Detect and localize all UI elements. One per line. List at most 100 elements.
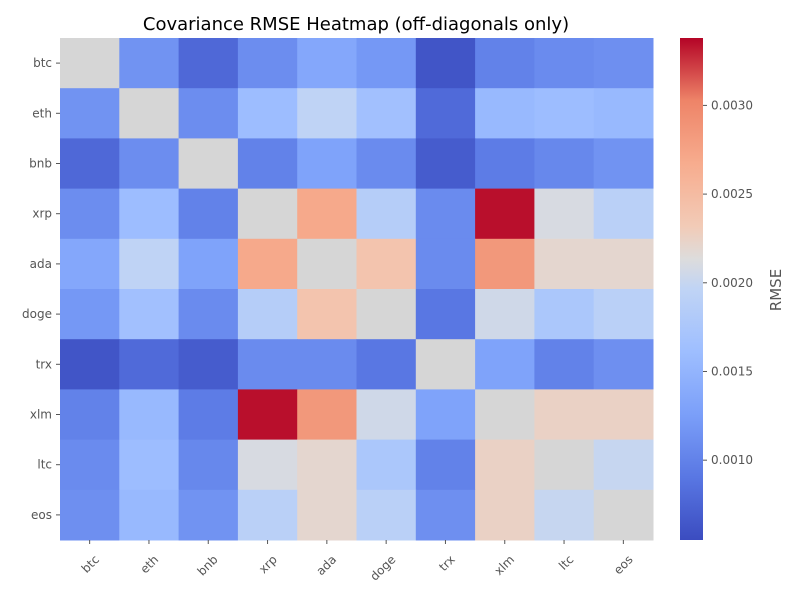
heatmap-cell-trx-ada	[297, 339, 357, 390]
heatmap-cell-bnb-xlm	[475, 138, 535, 190]
heatmap-cell-xrp-trx	[415, 188, 476, 240]
heatmap-cell-trx-trx	[415, 339, 476, 390]
heatmap-cell-ltc-xlm	[475, 439, 535, 491]
heatmap-cell-eth-btc	[60, 88, 120, 139]
heatmap-cell-ada-bnb	[178, 238, 239, 290]
heatmap-cell-ltc-trx	[415, 439, 476, 491]
heatmap-cell-doge-trx	[415, 289, 476, 340]
heatmap-cell-ada-trx	[415, 238, 476, 290]
heatmap-cell-doge-eth	[119, 289, 180, 340]
heatmap-cell-btc-ltc	[534, 38, 595, 89]
x-tick-label-ada: ada	[314, 552, 340, 578]
heatmap-cell-eth-bnb	[178, 88, 239, 139]
heatmap-cell-doge-eos	[593, 289, 654, 340]
heatmap-cell-doge-bnb	[178, 289, 239, 340]
heatmap-cell-btc-bnb	[178, 38, 239, 89]
heatmap-cell-bnb-doge	[356, 138, 417, 190]
heatmap-cell-ltc-xrp	[237, 439, 298, 491]
heatmap-cell-bnb-eos	[593, 138, 654, 190]
heatmap-cell-doge-btc	[60, 289, 120, 340]
heatmap-cell-trx-bnb	[178, 339, 239, 390]
heatmap-cell-bnb-ltc	[534, 138, 595, 190]
heatmap-cell-ada-ltc	[534, 238, 595, 290]
heatmap-cell-eth-xlm	[475, 88, 535, 139]
y-tick-label-trx: trx	[36, 357, 52, 371]
heatmap-cell-bnb-ada	[297, 138, 357, 190]
colorbar-tick-label: 0.0030	[711, 98, 753, 112]
heatmap-cell-ltc-eos	[593, 439, 654, 491]
x-tick-label-doge: doge	[367, 552, 398, 583]
heatmap-cell-xrp-eth	[119, 188, 180, 240]
heatmap-cell-bnb-bnb	[178, 138, 239, 190]
heatmap-cell-ada-eth	[119, 238, 180, 290]
heatmap-cell-ada-xlm	[475, 238, 535, 290]
heatmap-cell-xrp-xrp	[237, 188, 298, 240]
heatmap-cell-xrp-btc	[60, 188, 120, 240]
heatmap-cell-btc-xrp	[237, 38, 298, 89]
heatmap-cell-xlm-doge	[356, 389, 417, 441]
y-tick-label-doge: doge	[22, 307, 52, 321]
y-axis-ticks: btc eth bnb xrp ada doge trx xlm ltc eos	[22, 56, 60, 522]
heatmap-cell-xlm-eos	[593, 389, 654, 441]
heatmap-cell-ada-eos	[593, 238, 654, 290]
heatmap-cells	[60, 38, 654, 541]
heatmap-cell-btc-xlm	[475, 38, 535, 89]
heatmap-cell-eos-eos	[593, 489, 654, 541]
heatmap-cell-btc-eth	[119, 38, 180, 89]
heatmap-cell-eth-eth	[119, 88, 180, 139]
heatmap-cell-bnb-eth	[119, 138, 180, 190]
heatmap-cell-xlm-trx	[415, 389, 476, 441]
heatmap-cell-eth-xrp	[237, 88, 298, 139]
heatmap-cell-ltc-ltc	[534, 439, 595, 491]
y-tick-label-bnb: bnb	[29, 157, 52, 171]
y-tick-label-ltc: ltc	[37, 458, 52, 472]
x-tick-label-xrp: xrp	[256, 552, 280, 576]
x-axis-ticks: btc eth bnb xrp ada doge trx xlm ltc eos	[79, 540, 636, 584]
heatmap-cell-eth-ltc	[534, 88, 595, 139]
heatmap-cell-trx-ltc	[534, 339, 595, 390]
heatmap-cell-trx-eos	[593, 339, 654, 390]
heatmap-cell-bnb-xrp	[237, 138, 298, 190]
x-tick-label-bnb: bnb	[195, 552, 221, 578]
heatmap-cell-ltc-btc	[60, 439, 120, 491]
heatmap-cell-eos-ada	[297, 489, 357, 541]
heatmap-cell-btc-doge	[356, 38, 417, 89]
colorbar-ticks: 0.0010 0.0015 0.0020 0.0025 0.0030	[703, 98, 753, 467]
heatmap-cell-eos-ltc	[534, 489, 595, 541]
heatmap-cell-trx-xlm	[475, 339, 535, 390]
heatmap-cell-ltc-doge	[356, 439, 417, 491]
heatmap-cell-xrp-eos	[593, 188, 654, 240]
heatmap-cell-xlm-xrp	[237, 389, 298, 441]
y-tick-label-ada: ada	[30, 257, 52, 271]
heatmap-cell-trx-doge	[356, 339, 417, 390]
y-tick-label-eos: eos	[31, 508, 52, 522]
heatmap-cell-doge-xlm	[475, 289, 535, 340]
heatmap-cell-trx-eth	[119, 339, 180, 390]
colorbar-tick-label: 0.0025	[711, 187, 753, 201]
heatmap-cell-eos-xrp	[237, 489, 298, 541]
heatmap-cell-btc-trx	[415, 38, 476, 89]
heatmap-cell-ada-doge	[356, 238, 417, 290]
heatmap-cell-eth-ada	[297, 88, 357, 139]
chart-title: Covariance RMSE Heatmap (off-diagonals o…	[143, 14, 569, 35]
heatmap-cell-doge-xrp	[237, 289, 298, 340]
heatmap-cell-btc-ada	[297, 38, 357, 89]
heatmap-cell-trx-btc	[60, 339, 120, 390]
heatmap-cell-xrp-xlm	[475, 188, 535, 240]
heatmap-cell-eos-xlm	[475, 489, 535, 541]
heatmap-cell-eos-btc	[60, 489, 120, 541]
heatmap-cell-ltc-bnb	[178, 439, 239, 491]
y-tick-label-btc: btc	[33, 56, 52, 70]
heatmap-cell-eth-trx	[415, 88, 476, 139]
x-tick-label-btc: btc	[79, 552, 102, 575]
colorbar-tick-label: 0.0015	[711, 364, 753, 378]
heatmap-cell-bnb-trx	[415, 138, 476, 190]
heatmap-cell-ltc-ada	[297, 439, 357, 491]
y-tick-label-xrp: xrp	[32, 207, 52, 221]
heatmap-cell-ada-xrp	[237, 238, 298, 290]
x-tick-label-ltc: ltc	[556, 552, 576, 572]
heatmap-cell-xlm-eth	[119, 389, 180, 441]
x-tick-label-trx: trx	[436, 552, 458, 574]
x-tick-label-eth: eth	[137, 552, 161, 576]
